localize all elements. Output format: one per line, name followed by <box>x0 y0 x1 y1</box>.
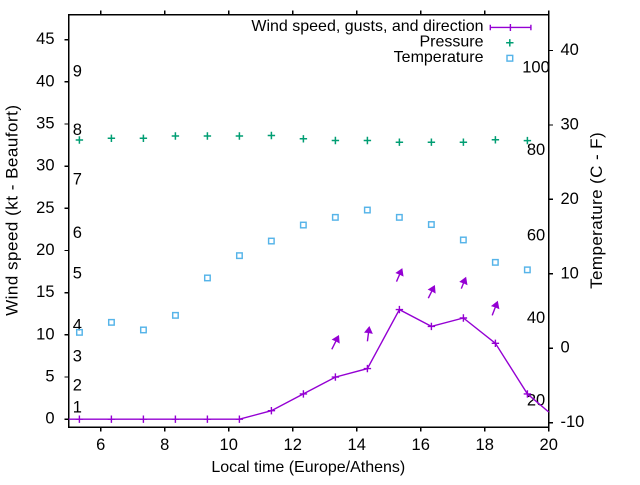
svg-text:80: 80 <box>527 141 545 159</box>
svg-text:Temperature: Temperature <box>394 49 484 66</box>
svg-text:5: 5 <box>73 264 82 282</box>
svg-text:14: 14 <box>348 436 366 454</box>
svg-text:Local time (Europe/Athens): Local time (Europe/Athens) <box>211 459 405 476</box>
svg-text:10: 10 <box>561 264 579 282</box>
svg-text:7: 7 <box>73 171 82 189</box>
svg-text:8: 8 <box>73 121 82 139</box>
svg-text:3: 3 <box>73 348 82 366</box>
svg-text:15: 15 <box>36 283 54 301</box>
svg-text:18: 18 <box>476 436 494 454</box>
svg-text:16: 16 <box>412 436 430 454</box>
svg-text:Temperature (C - F): Temperature (C - F) <box>587 132 606 289</box>
svg-text:40: 40 <box>527 309 545 327</box>
svg-text:0: 0 <box>561 339 570 357</box>
svg-text:20: 20 <box>561 190 579 208</box>
svg-text:40: 40 <box>36 72 54 90</box>
svg-text:30: 30 <box>561 115 579 133</box>
svg-text:25: 25 <box>36 199 54 217</box>
svg-text:30: 30 <box>36 157 54 175</box>
svg-text:Wind speed, gusts, and directi: Wind speed, gusts, and direction <box>251 18 483 35</box>
svg-text:Wind speed (kt - Beaufort): Wind speed (kt - Beaufort) <box>3 104 22 315</box>
svg-text:-10: -10 <box>561 413 585 431</box>
svg-text:12: 12 <box>284 436 302 454</box>
svg-text:60: 60 <box>527 227 545 245</box>
svg-text:6: 6 <box>96 436 105 454</box>
svg-text:5: 5 <box>45 368 54 386</box>
svg-text:40: 40 <box>561 41 579 59</box>
svg-text:2: 2 <box>73 376 82 394</box>
svg-text:20: 20 <box>36 241 54 259</box>
svg-text:4: 4 <box>73 316 82 334</box>
svg-text:8: 8 <box>160 436 169 454</box>
svg-text:6: 6 <box>73 224 82 242</box>
svg-text:0: 0 <box>45 410 54 428</box>
svg-text:10: 10 <box>36 325 54 343</box>
svg-text:9: 9 <box>73 63 82 81</box>
svg-text:35: 35 <box>36 115 54 133</box>
svg-text:10: 10 <box>220 436 238 454</box>
svg-text:100: 100 <box>522 59 550 77</box>
svg-text:20: 20 <box>540 436 558 454</box>
svg-text:1: 1 <box>73 399 82 417</box>
svg-text:Pressure: Pressure <box>419 34 483 51</box>
svg-text:45: 45 <box>36 30 54 48</box>
